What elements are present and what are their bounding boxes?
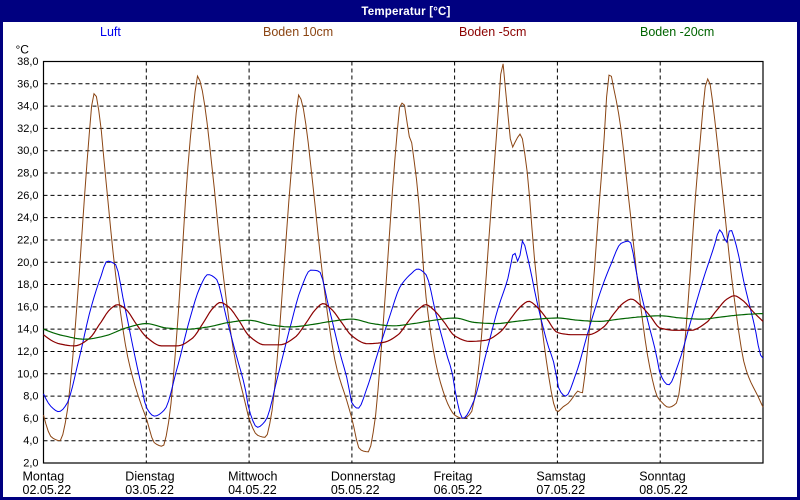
svg-text:32,0: 32,0 (17, 123, 38, 135)
svg-text:04.05.22: 04.05.22 (228, 483, 277, 497)
svg-text:34,0: 34,0 (17, 101, 38, 113)
svg-text:°C: °C (16, 43, 30, 57)
svg-text:Samstag: Samstag (536, 470, 585, 484)
svg-text:18,0: 18,0 (17, 279, 38, 291)
svg-text:12,0: 12,0 (17, 346, 38, 358)
svg-text:Dienstag: Dienstag (125, 470, 174, 484)
svg-text:24,0: 24,0 (17, 212, 38, 224)
svg-text:30,0: 30,0 (17, 145, 38, 157)
svg-text:06.05.22: 06.05.22 (434, 483, 483, 497)
svg-text:02.05.22: 02.05.22 (23, 483, 72, 497)
svg-text:Montag: Montag (23, 470, 65, 484)
svg-text:2,0: 2,0 (23, 458, 38, 470)
svg-text:26,0: 26,0 (17, 190, 38, 202)
svg-text:07.05.22: 07.05.22 (536, 483, 585, 497)
svg-text:20,0: 20,0 (17, 257, 38, 269)
svg-text:05.05.22: 05.05.22 (331, 483, 380, 497)
svg-text:Freitag: Freitag (434, 470, 473, 484)
svg-text:Sonntag: Sonntag (639, 470, 686, 484)
svg-text:16,0: 16,0 (17, 301, 38, 313)
svg-text:10,0: 10,0 (17, 368, 38, 380)
svg-text:08.05.22: 08.05.22 (639, 483, 688, 497)
svg-text:8,0: 8,0 (23, 391, 38, 403)
svg-text:6,0: 6,0 (23, 413, 38, 425)
svg-text:03.05.22: 03.05.22 (125, 483, 174, 497)
svg-text:14,0: 14,0 (17, 324, 38, 336)
svg-text:Donnerstag: Donnerstag (331, 470, 396, 484)
svg-text:36,0: 36,0 (17, 78, 38, 90)
svg-text:38,0: 38,0 (17, 56, 38, 68)
svg-text:4,0: 4,0 (23, 435, 38, 447)
svg-text:22,0: 22,0 (17, 234, 38, 246)
svg-text:28,0: 28,0 (17, 168, 38, 180)
svg-text:Mittwoch: Mittwoch (228, 470, 277, 484)
